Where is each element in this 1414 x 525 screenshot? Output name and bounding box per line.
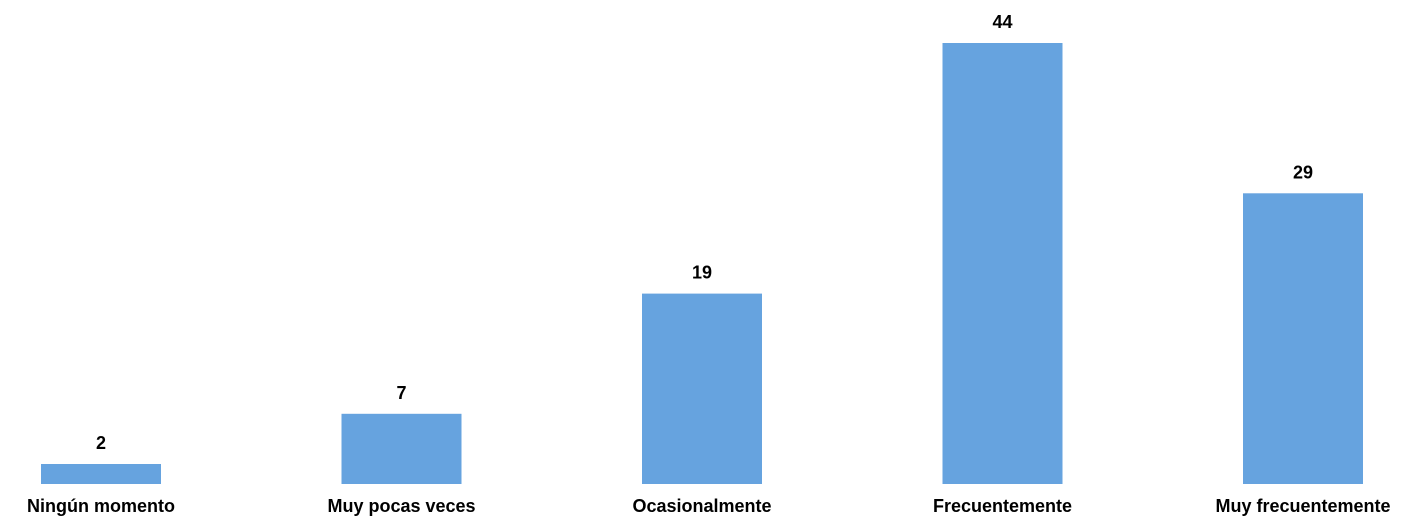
bar-muy-pocas-veces (341, 413, 462, 484)
bar-ocasionalmente (642, 293, 762, 484)
bar-frecuentemente (942, 43, 1063, 484)
data-label-frecuentemente: 44 (992, 12, 1012, 32)
category-label-frecuentemente: Frecuentemente (933, 496, 1072, 516)
category-label-muy-frecuentemente: Muy frecuentemente (1215, 496, 1390, 516)
category-label-ocasionalmente: Ocasionalmente (632, 496, 771, 516)
value-labels-layer: 2 7 19 44 29 (96, 12, 1313, 453)
data-label-muy-pocas-veces: 7 (396, 383, 406, 403)
bars-layer (41, 43, 1363, 485)
data-label-ningun-momento: 2 (96, 433, 106, 453)
bar-ningun-momento (41, 464, 161, 484)
category-label-ningun-momento: Ningún momento (27, 496, 175, 516)
bar-muy-frecuentemente (1243, 193, 1363, 485)
data-label-muy-frecuentemente: 29 (1293, 162, 1313, 182)
category-label-muy-pocas-veces: Muy pocas veces (327, 496, 475, 516)
category-labels-layer: Ningún momento Muy pocas veces Ocasionalme… (27, 496, 1391, 516)
data-label-ocasionalmente: 19 (692, 263, 712, 283)
